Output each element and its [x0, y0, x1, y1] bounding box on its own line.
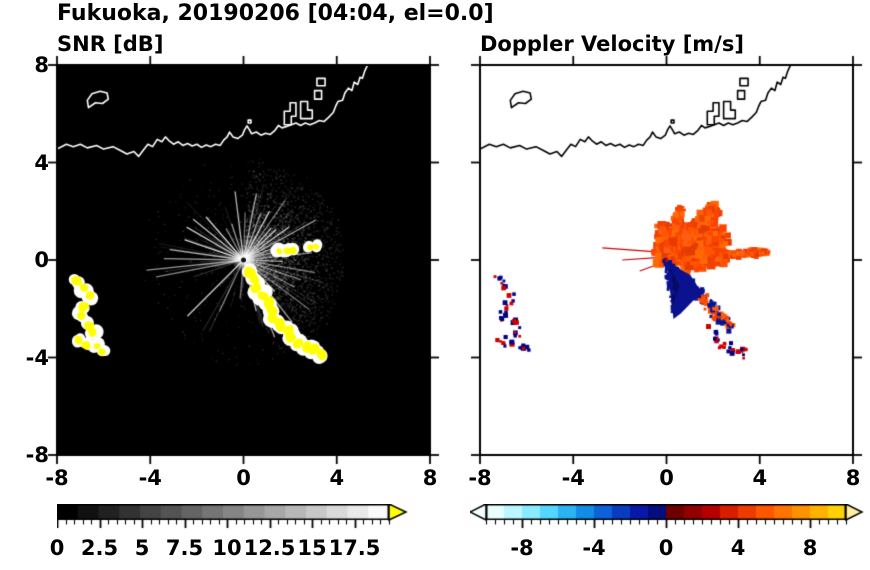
snr-x-tick-label: 0 [236, 466, 251, 490]
doppler-plot [466, 51, 867, 469]
doppler-colorbar-label: 8 [802, 536, 818, 560]
doppler-x-tick-label: 4 [752, 466, 768, 490]
snr-colorbar-label: 2.5 [80, 536, 119, 560]
snr-y-tick-label: 0 [34, 248, 49, 272]
doppler-x-tick-label: 0 [659, 466, 674, 490]
doppler-colorbar-label: 4 [730, 536, 746, 560]
snr-colorbar-label: 0 [49, 536, 65, 560]
snr-colorbar-label: 15 [297, 536, 327, 560]
doppler-x-tick-label: -8 [468, 466, 492, 490]
snr-x-tick-label: -4 [138, 466, 162, 490]
snr-plot [43, 51, 444, 469]
snr-x-tick-label: 8 [422, 466, 438, 490]
doppler-x-tick-label: 8 [845, 466, 861, 490]
snr-colorbar-label: 17.5 [328, 536, 381, 560]
snr-y-tick-label: -8 [25, 443, 49, 467]
doppler-x-tick-label: -4 [561, 466, 585, 490]
snr-y-tick-label: 8 [34, 53, 49, 77]
doppler-colorbar-label: 0 [658, 536, 674, 560]
snr-colorbar-label: 5 [134, 536, 150, 560]
snr-x-tick-label: -8 [45, 466, 69, 490]
doppler-colorbar-label: -4 [582, 536, 606, 560]
doppler-colorbar [470, 504, 864, 532]
snr-colorbar-label: 12.5 [243, 536, 296, 560]
snr-colorbar-label: 7.5 [165, 536, 204, 560]
snr-colorbar-label: 10 [212, 536, 242, 560]
figure-title: Fukuoka, 20190206 [04:04, el=0.0] [57, 1, 494, 26]
snr-y-tick-label: -4 [25, 345, 49, 370]
snr-y-tick-label: 4 [34, 150, 49, 175]
snr-colorbar [57, 504, 409, 532]
doppler-colorbar-label: -8 [510, 536, 534, 560]
snr-x-tick-label: 4 [329, 466, 345, 490]
